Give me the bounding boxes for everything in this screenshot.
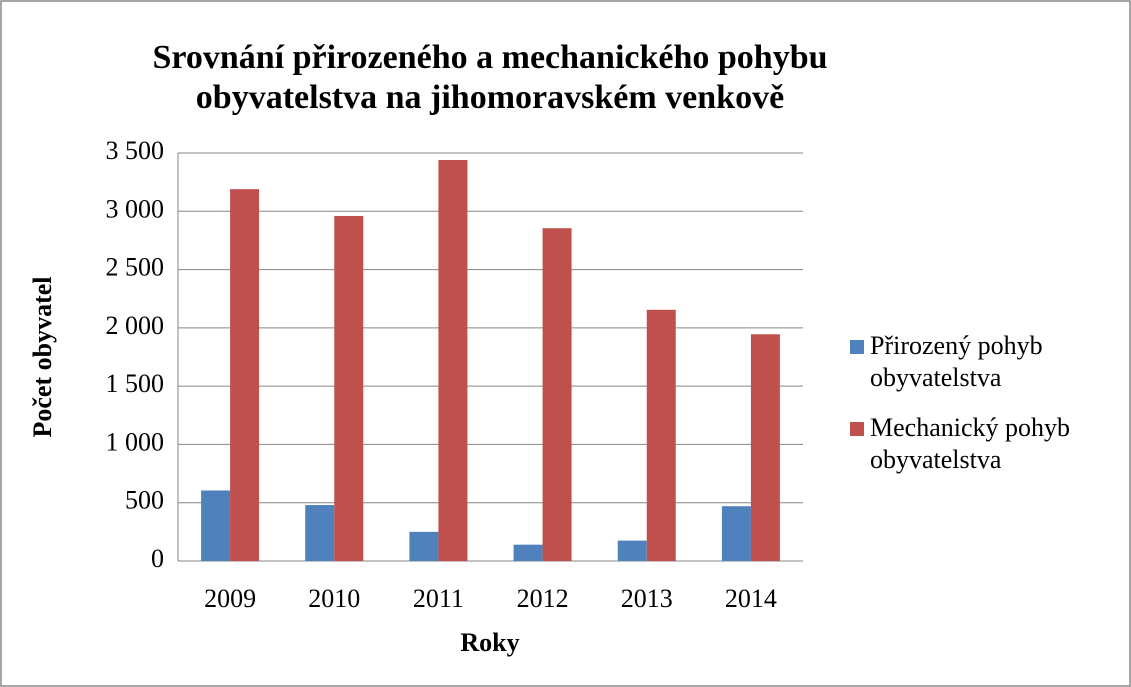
x-tick-label: 2012: [517, 584, 569, 613]
bar: [305, 505, 335, 561]
legend-swatch: [850, 340, 864, 354]
y-tick-label: 2 500: [106, 253, 165, 282]
legend-entry: Přirozený pohyb obyvatelstva: [850, 330, 1131, 394]
y-tick-label: 500: [125, 486, 164, 515]
y-tick-label: 1 500: [106, 369, 165, 398]
y-tick-label: 0: [151, 544, 164, 573]
x-axis-label: Roky: [460, 628, 519, 657]
bar: [409, 531, 439, 561]
y-axis-label: Počet obyvatel: [28, 276, 57, 437]
bar: [721, 506, 751, 561]
bar: [617, 540, 647, 561]
x-tick-label: 2014: [725, 584, 777, 613]
y-tick-label: 1 000: [106, 427, 165, 456]
bar: [334, 215, 364, 561]
legend-entry: Mechanický pohyb obyvatelstva: [850, 412, 1131, 476]
bar: [646, 309, 676, 561]
bar: [750, 334, 780, 561]
y-tick-label: 3 500: [106, 136, 165, 165]
bar: [201, 490, 231, 561]
chart-title: Srovnání přirozeného a mechanického pohy…: [152, 39, 828, 116]
x-tick-label: 2010: [308, 584, 360, 613]
x-tick-label: 2013: [621, 584, 673, 613]
legend-label: Mechanický pohyb obyvatelstva: [870, 413, 1071, 474]
x-tick-label: 2011: [413, 584, 464, 613]
y-tick-label: 3 000: [106, 194, 165, 223]
bar: [513, 544, 543, 561]
bar: [542, 228, 572, 561]
x-tick-label: 2009: [204, 584, 256, 613]
bar: [438, 159, 468, 561]
bar: [230, 189, 260, 561]
legend-swatch: [850, 422, 864, 436]
legend-label: Přirozený pohyb obyvatelstva: [870, 331, 1043, 392]
y-tick-label: 2 000: [106, 311, 165, 340]
